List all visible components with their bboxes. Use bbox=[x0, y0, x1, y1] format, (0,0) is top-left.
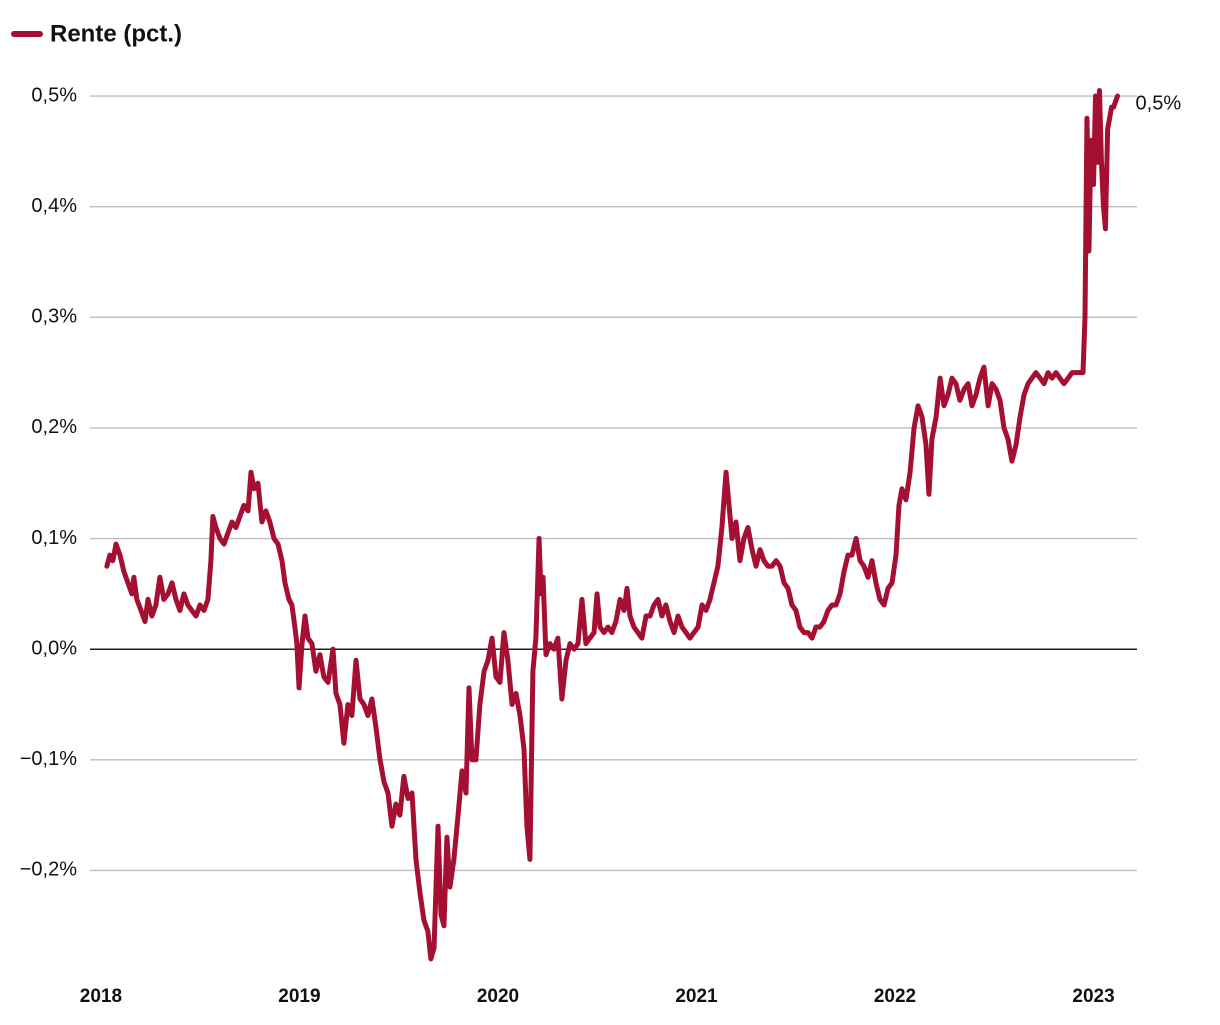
y-tick-label: 0,1% bbox=[31, 527, 77, 549]
y-tick-label: 0,0% bbox=[31, 637, 77, 659]
y-tick-label: 0,5% bbox=[31, 84, 77, 106]
y-tick-label: 0,2% bbox=[31, 416, 77, 438]
x-tick-label: 2022 bbox=[874, 986, 916, 1007]
end-label: 0,5% bbox=[1136, 92, 1182, 114]
x-tick-label: 2019 bbox=[278, 986, 320, 1007]
y-tick-label: −0,2% bbox=[20, 859, 77, 881]
y-tick-label: 0,3% bbox=[31, 306, 77, 328]
x-tick-label: 2018 bbox=[80, 986, 122, 1007]
x-tick-label: 2021 bbox=[675, 986, 718, 1007]
y-tick-label: 0,4% bbox=[31, 195, 77, 217]
legend-label: Rente (pct.) bbox=[50, 20, 182, 47]
x-tick-label: 2020 bbox=[477, 986, 519, 1007]
data-line bbox=[104, 88, 1121, 962]
x-tick-label: 2023 bbox=[1072, 986, 1114, 1007]
y-tick-label: −0,1% bbox=[20, 748, 77, 770]
